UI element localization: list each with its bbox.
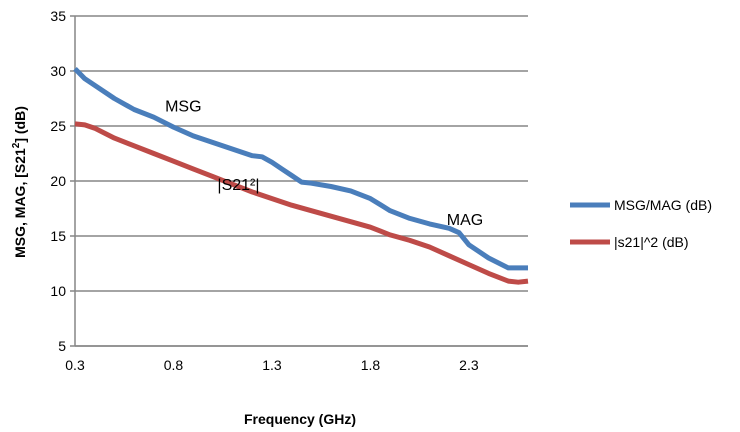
x-tick-label-1.3: 1.3 [262, 357, 282, 373]
gridlines [75, 15, 528, 347]
y-tick-label-15: 15 [50, 228, 66, 244]
annotation-1: |S21²| [217, 177, 259, 194]
tick-labels: 5 10 15 20 25 30 35 0.3 0.8 1.3 1.8 2.3 [50, 8, 478, 373]
x-tick-label-0.3: 0.3 [65, 357, 85, 373]
series-lines [73, 67, 529, 285]
y-axis-title-main: MSG, MAG, [S21 [12, 148, 28, 258]
legend-label-s21: |s21|^2 (dB) [614, 234, 689, 250]
y-axis-title: MSG, MAG, [S212] (dB) [11, 106, 28, 258]
y-axis-title-end: ] (dB) [12, 106, 28, 143]
annotations: MSG |S21²| MAG [165, 99, 483, 229]
legend-label-msg-mag: MSG/MAG (dB) [614, 197, 712, 213]
y-tick-label-30: 30 [50, 63, 66, 79]
series-line-0 [73, 67, 528, 271]
x-tick-label-1.8: 1.8 [361, 357, 381, 373]
y-tick-label-25: 25 [50, 118, 66, 134]
y-tick-label-20: 20 [50, 173, 66, 189]
x-axis-title: Frequency (GHz) [244, 411, 356, 427]
y-tick-label-35: 35 [50, 8, 66, 24]
annotation-2: MAG [447, 212, 483, 229]
annotation-0: MSG [165, 99, 201, 116]
x-tick-label-2.3: 2.3 [459, 357, 479, 373]
y-axis-title-sup: 2 [11, 142, 22, 148]
x-tick-label-0.8: 0.8 [164, 357, 184, 373]
series-line-1 [74, 121, 529, 285]
y-tick-label-5: 5 [58, 338, 66, 354]
legend: MSG/MAG (dB) |s21|^2 (dB) [570, 197, 712, 250]
y-tick-label-10: 10 [50, 283, 66, 299]
